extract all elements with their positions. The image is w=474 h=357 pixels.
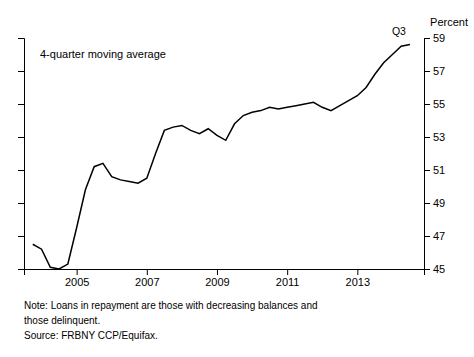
- x-axis: 2005 2007 2009 2011 2013: [25, 269, 425, 288]
- y-axis-left-tick: [18, 38, 24, 39]
- y-axis-right-tick: 49: [424, 197, 445, 209]
- y-axis-right-tick-label: 47: [433, 230, 445, 242]
- plot-root: 2005 2007 2009 2011 2013 45 47 49 51 53 55 57 59: [18, 32, 445, 288]
- y-axis-left-tick-mark: [18, 269, 24, 270]
- y-axis-left-tick-mark: [18, 203, 24, 204]
- x-axis-tick: 2013: [346, 269, 370, 288]
- y-axis-right: 45 47 49 51 53 55 57 59: [424, 32, 445, 275]
- y-axis-right-line: [425, 39, 431, 270]
- y-axis-right-tick-label: 55: [433, 98, 445, 110]
- y-axis-right-tick: 47: [424, 230, 445, 242]
- y-axis-left: [18, 39, 25, 270]
- y-axis-left-tick: [18, 71, 24, 72]
- y-axis-right-tick: 57: [424, 65, 445, 77]
- y-axis-left-tick: [18, 137, 24, 138]
- y-axis-right-tick-mark: [424, 38, 430, 39]
- note: those delinquent.: [24, 315, 100, 326]
- chart-container: 200520072009201120134547495153555759Perc…: [0, 0, 474, 357]
- y-axis-left-tick-mark: [18, 38, 24, 39]
- y-axis-right-tick-mark: [424, 203, 430, 204]
- annotation: 4-quarter moving average: [40, 48, 166, 60]
- x-axis-line: [25, 270, 425, 276]
- y-axis-left-tick-mark: [18, 137, 24, 138]
- y-axis-right-tick-mark: [424, 269, 430, 270]
- y-axis-right-tick-mark: [424, 71, 430, 72]
- x-axis-tick: 2009: [205, 269, 229, 288]
- y-axis-right-tick: 53: [424, 131, 445, 143]
- x-axis-tick: 2007: [135, 269, 159, 288]
- x-axis-tick-mark: [217, 269, 218, 275]
- x-axis-tick-label: 2007: [135, 276, 159, 288]
- x-axis-tick-mark: [357, 269, 358, 275]
- y-axis-right-tick-label: 57: [433, 65, 445, 77]
- end-label: Q3: [392, 25, 406, 37]
- y-axis-left-tick: [18, 236, 24, 237]
- y-axis-right-tick: 51: [424, 164, 445, 176]
- y-axis-title: Percent: [430, 16, 468, 28]
- y-axis-right-tick-mark: [424, 104, 430, 105]
- y-axis-left-tick: [18, 104, 24, 105]
- y-axis-right-tick-mark: [424, 236, 430, 237]
- y-axis-right-tick-mark: [424, 170, 430, 171]
- x-axis-tick-label: 2013: [346, 276, 370, 288]
- y-axis-left-tick: [18, 203, 24, 204]
- y-axis-right-tick-label: 51: [433, 164, 445, 176]
- y-axis-right-tick-label: 53: [433, 131, 445, 143]
- x-axis-tick-mark: [287, 269, 288, 275]
- note: Note: Loans in repayment are those with …: [24, 300, 318, 311]
- x-axis-tick-mark: [147, 269, 148, 275]
- data-line: [33, 45, 410, 269]
- y-axis-left-tick-mark: [18, 104, 24, 105]
- y-axis-right-tick: 59: [424, 32, 445, 44]
- x-axis-tick-label: 2005: [65, 276, 89, 288]
- y-axis-left-tick-mark: [18, 170, 24, 171]
- y-axis-left-tick-mark: [18, 71, 24, 72]
- x-axis-tick-mark: [77, 269, 78, 275]
- marks: [33, 45, 410, 269]
- y-axis-left-tick: [18, 170, 24, 171]
- y-axis-right-tick-label: 49: [433, 197, 445, 209]
- y-axis-left-line: [18, 39, 25, 270]
- texts: Percent 4-quarter moving average Q3 Note: L…: [24, 16, 468, 341]
- y-axis-right-tick-label: 59: [433, 32, 445, 44]
- note: Source: FRBNY CCP/Equifax.: [24, 330, 158, 341]
- y-axis-left-tick: [18, 269, 24, 270]
- y-axis-left-tick-mark: [18, 236, 24, 237]
- x-axis-tick-label: 2011: [276, 276, 300, 288]
- y-axis-right-tick-mark: [424, 137, 430, 138]
- x-axis-tick-label: 2009: [205, 276, 229, 288]
- x-axis-tick: 2005: [65, 269, 89, 288]
- y-axis-right-tick-label: 45: [433, 263, 445, 275]
- y-axis-right-tick: 45: [424, 263, 445, 275]
- x-axis-tick: 2011: [276, 269, 300, 288]
- y-axis-right-tick: 55: [424, 98, 445, 110]
- chart-svg: 200520072009201120134547495153555759Perc…: [0, 0, 474, 357]
